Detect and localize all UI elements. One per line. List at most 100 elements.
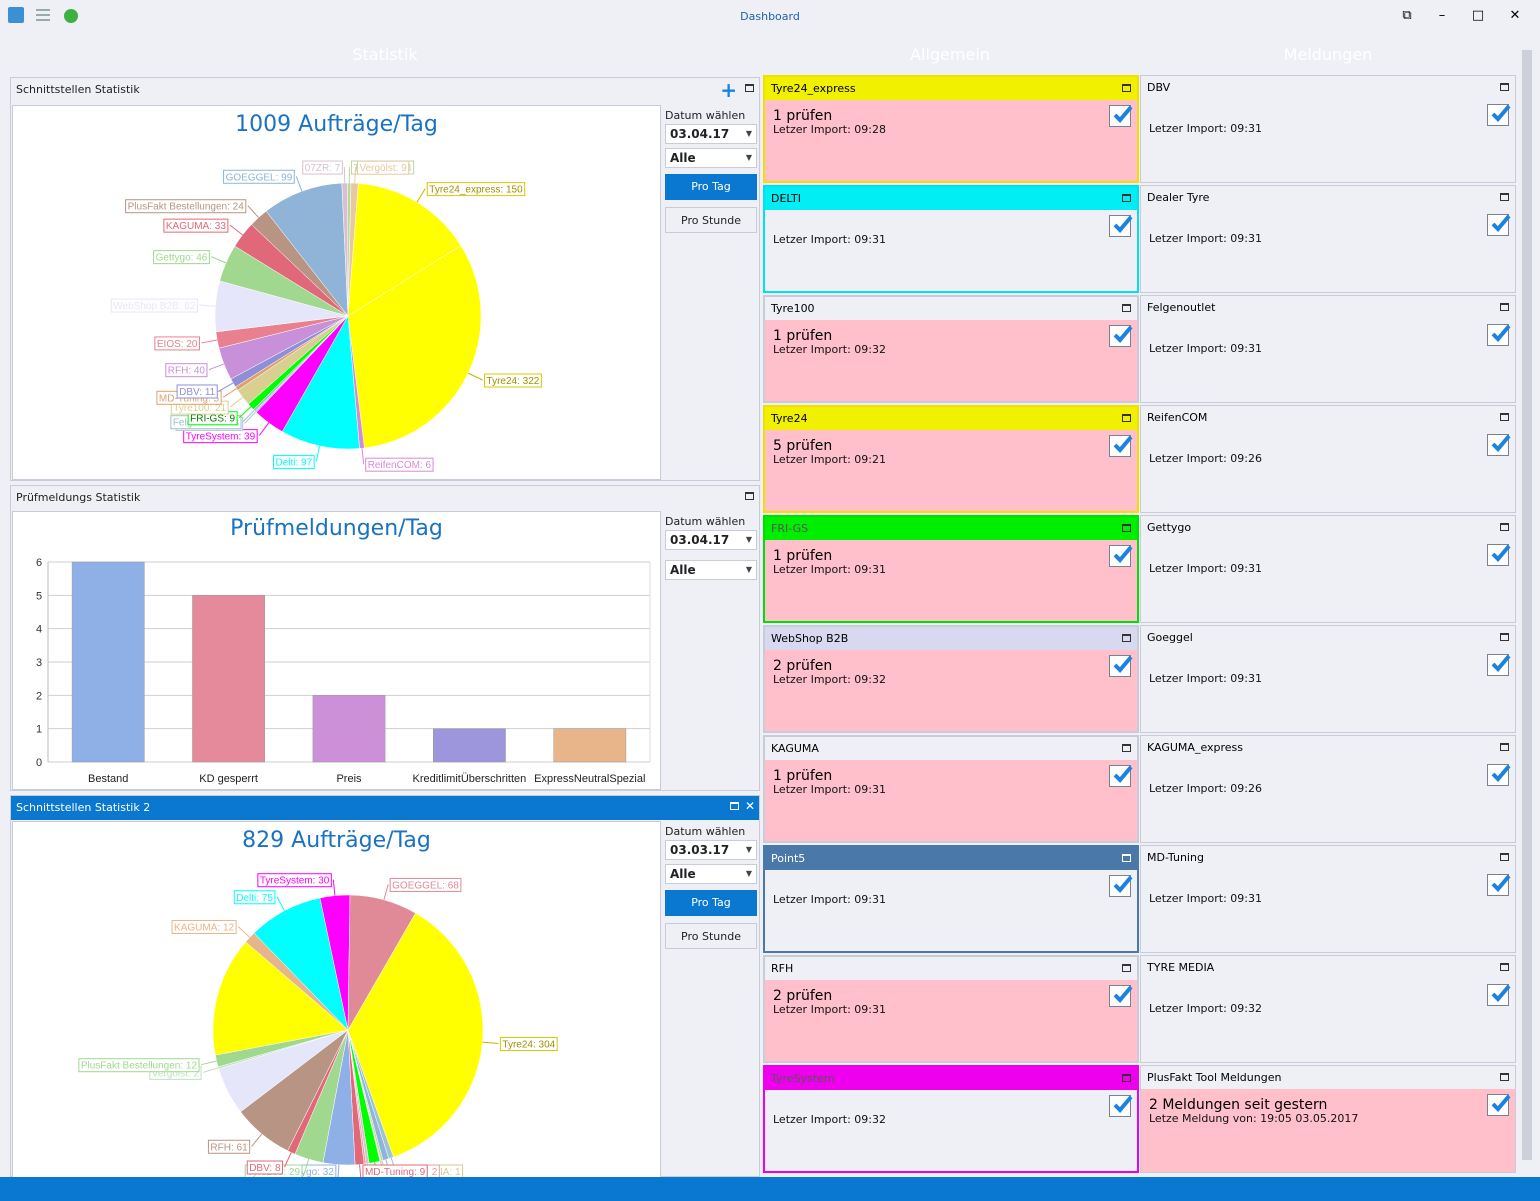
minimize-tile-icon[interactable] <box>1122 187 1131 211</box>
checkbox-checked-icon[interactable] <box>1109 655 1133 677</box>
checkbox-checked-icon[interactable] <box>1109 435 1133 457</box>
minimize-tile-icon[interactable] <box>1500 296 1509 320</box>
checkbox-checked-icon[interactable] <box>1109 1095 1133 1117</box>
checkbox-checked-icon[interactable] <box>1487 544 1511 566</box>
pie-label-box <box>153 250 210 265</box>
minimize-tile-icon[interactable] <box>1122 847 1131 871</box>
tile-body: 1 prüfen Letzer Import: 09:32 <box>765 320 1137 401</box>
minimize-tile-icon[interactable] <box>1122 737 1131 761</box>
chevron-down-icon: ▼ <box>745 565 752 574</box>
source-tile[interactable]: KAGUMA_express Letzer Import: 09:26 <box>1140 735 1516 843</box>
source-tile[interactable]: DELTI Letzer Import: 09:31 <box>763 185 1139 293</box>
minimize-tile-icon[interactable] <box>1122 1067 1131 1091</box>
minimize-tile-icon[interactable] <box>1500 626 1509 650</box>
source-tile[interactable]: ReifenCOM Letzer Import: 09:26 <box>1140 405 1516 513</box>
checkbox-checked-icon[interactable] <box>1487 434 1511 456</box>
checkbox-checked-icon[interactable] <box>1487 984 1511 1006</box>
date-label: Datum wählen <box>665 515 746 528</box>
pro-stunde-button[interactable]: Pro Stunde <box>665 207 757 233</box>
scrollbar-thumb[interactable] <box>1522 50 1532 1160</box>
close-button[interactable]: ✕ <box>1509 8 1521 23</box>
source-tile[interactable]: KAGUMA 1 prüfen Letzer Import: 09:31 <box>763 735 1139 843</box>
pie-slice <box>281 315 360 450</box>
minimize-button[interactable]: – <box>1438 8 1446 23</box>
source-tile[interactable]: Dealer Tyre Letzer Import: 09:31 <box>1140 185 1516 293</box>
source-tile[interactable]: WebShop B2B 2 prüfen Letzer Import: 09:32 <box>763 625 1139 733</box>
checkbox-checked-icon[interactable] <box>1109 545 1133 567</box>
filter-select[interactable]: Alle ▼ <box>665 560 757 580</box>
source-tile[interactable]: DBV Letzer Import: 09:31 <box>1140 75 1516 183</box>
source-tile[interactable]: Goeggel Letzer Import: 09:31 <box>1140 625 1516 733</box>
checkbox-checked-icon[interactable] <box>1487 654 1511 676</box>
source-tile[interactable]: TyreSystem Letzer Import: 09:32 <box>763 1065 1139 1173</box>
tile-status: 1 prüfen <box>773 768 833 784</box>
source-tile[interactable]: TYRE MEDIA Letzer Import: 09:32 <box>1140 955 1516 1063</box>
pie-label-box <box>233 890 276 905</box>
source-tile[interactable]: Tyre100 1 prüfen Letzer Import: 09:32 <box>763 295 1139 403</box>
minimize-panel-icon[interactable] <box>745 492 754 500</box>
filter-select[interactable]: Alle ▼ <box>665 148 757 168</box>
restore-window-icon[interactable]: ⧉ <box>1402 8 1412 23</box>
menu-icon[interactable] <box>36 9 50 21</box>
checkbox-checked-icon[interactable] <box>1487 764 1511 786</box>
tile-header: ReifenCOM <box>1141 406 1515 429</box>
minimize-tile-icon[interactable] <box>1122 627 1131 651</box>
panel-schnittstellen-statistik-2: Schnittstellen Statistik 2 ✕ 829 Aufträg… <box>10 795 760 1179</box>
refresh-icon[interactable] <box>64 9 78 23</box>
minimize-tile-icon[interactable] <box>1500 406 1509 430</box>
close-panel-icon[interactable]: ✕ <box>744 799 755 813</box>
checkbox-checked-icon[interactable] <box>1487 874 1511 896</box>
source-tile[interactable]: Tyre24_express 1 prüfen Letzer Import: 09:… <box>763 75 1139 183</box>
panel-schnittstellen-statistik: Schnittstellen Statistik + 1009 Aufträge… <box>10 77 760 481</box>
checkbox-checked-icon[interactable] <box>1109 105 1133 127</box>
source-tile[interactable]: FRI-GS 1 prüfen Letzer Import: 09:31 <box>763 515 1139 623</box>
checkbox-checked-icon[interactable] <box>1109 325 1133 347</box>
source-tile[interactable]: Tyre24 5 prüfen Letzer Import: 09:21 <box>763 405 1139 513</box>
minimize-tile-icon[interactable] <box>1122 297 1131 321</box>
checkbox-checked-icon[interactable] <box>1109 765 1133 787</box>
checkbox-checked-icon[interactable] <box>1487 214 1511 236</box>
minimize-tile-icon[interactable] <box>1122 77 1131 101</box>
pie-label-box <box>356 160 410 175</box>
date-select[interactable]: 03.04.17 ▼ <box>665 530 757 550</box>
source-tile[interactable]: RFH 2 prüfen Letzer Import: 09:31 <box>763 955 1139 1063</box>
checkbox-checked-icon[interactable] <box>1487 1094 1511 1116</box>
checkbox-checked-icon[interactable] <box>1487 324 1511 346</box>
minimize-panel-icon[interactable] <box>745 84 754 92</box>
checkbox-checked-icon[interactable] <box>1109 985 1133 1007</box>
tab-statistik[interactable]: Statistik <box>352 45 418 64</box>
minimize-tile-icon[interactable] <box>1500 736 1509 760</box>
minimize-tile-icon[interactable] <box>1122 407 1131 431</box>
source-tile[interactable]: PlusFakt Tool Meldungen 2 Meldungen seit … <box>1140 1065 1516 1173</box>
minimize-tile-icon[interactable] <box>1500 1066 1509 1090</box>
minimize-tile-icon[interactable] <box>1500 186 1509 210</box>
date-select[interactable]: 03.04.17 ▼ <box>665 124 757 144</box>
source-tile[interactable]: MD-Tuning Letzer Import: 09:31 <box>1140 845 1516 953</box>
pro-stunde-button[interactable]: Pro Stunde <box>665 923 757 949</box>
pro-tag-button[interactable]: Pro Tag <box>665 174 757 200</box>
source-tile[interactable]: Gettygo Letzer Import: 09:31 <box>1140 515 1516 623</box>
source-tile[interactable]: Point5 Letzer Import: 09:31 <box>763 845 1139 953</box>
minimize-tile-icon[interactable] <box>1500 516 1509 540</box>
minimize-tile-icon[interactable] <box>1500 76 1509 100</box>
minimize-tile-icon[interactable] <box>1500 846 1509 870</box>
minimize-tile-icon[interactable] <box>1122 517 1131 541</box>
pie-leader-line <box>222 388 237 398</box>
maximize-button[interactable]: □ <box>1471 8 1485 23</box>
checkbox-checked-icon[interactable] <box>1109 215 1133 237</box>
date-select[interactable]: 03.03.17 ▼ <box>665 840 757 860</box>
tile-status <box>773 878 1129 894</box>
source-tile[interactable]: Felgenoutlet Letzer Import: 09:31 <box>1140 295 1516 403</box>
minimize-panel-icon[interactable] <box>730 802 739 810</box>
pie-label: GOEGGEL: 68 <box>389 877 462 892</box>
filter-select[interactable]: Alle ▼ <box>665 864 757 884</box>
minimize-tile-icon[interactable] <box>1500 956 1509 980</box>
checkbox-checked-icon[interactable] <box>1487 104 1511 126</box>
checkbox-checked-icon[interactable] <box>1109 875 1133 897</box>
tab-allgemein[interactable]: Allgemein <box>910 45 990 64</box>
pro-tag-button[interactable]: Pro Tag <box>665 890 757 916</box>
tile-body: Letzer Import: 09:31 <box>1141 869 1515 952</box>
tab-meldungen[interactable]: Meldungen <box>1283 45 1373 64</box>
add-icon[interactable]: + <box>720 78 737 102</box>
minimize-tile-icon[interactable] <box>1122 957 1131 981</box>
